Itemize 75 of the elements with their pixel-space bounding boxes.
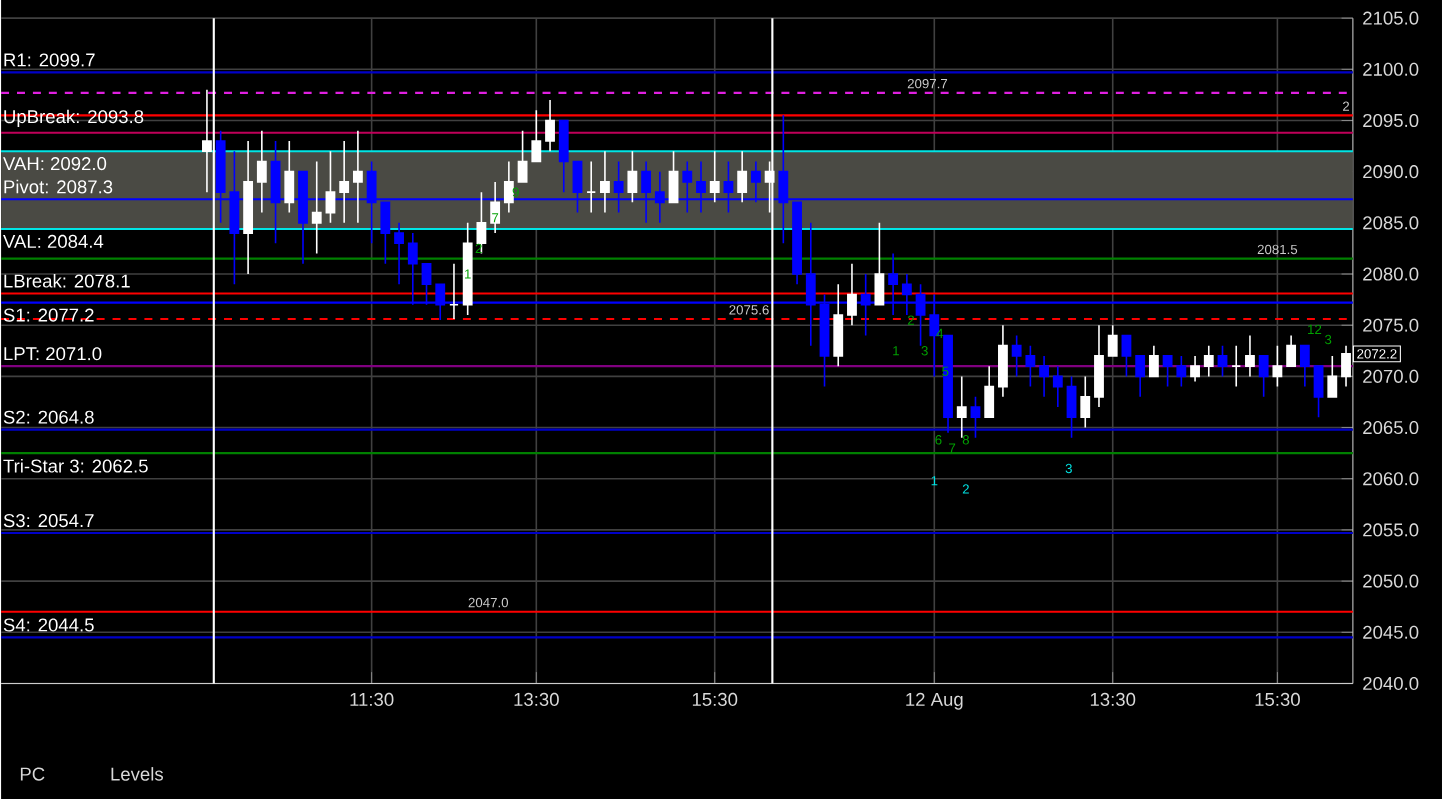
y-tick-label: 2080.0 (1363, 267, 1419, 282)
candlestick (600, 150, 610, 214)
candlestick (1231, 345, 1242, 388)
candlestick (943, 335, 953, 434)
y-tick-label: 2070.0 (1363, 370, 1419, 384)
ref-line-label: S4: 2044.5 (3, 618, 94, 633)
candlestick (1148, 345, 1159, 378)
candlestick (311, 161, 322, 255)
ref-line-label: VAL: 2084.4 (3, 235, 104, 249)
y-tick-label: 2085.0 (1363, 216, 1419, 230)
ref-line-label: LBreak: 2078.1 (4, 274, 130, 289)
ref-line-label: Pivot: 2087.3 (4, 180, 113, 194)
y-tick-label: 2060.0 (1363, 472, 1419, 486)
y-tick-label: 2045.0 (1363, 626, 1419, 640)
y-tick-label: 2105.0 (1363, 12, 1419, 26)
x-tick-label: 12 Aug (906, 693, 963, 711)
candlestick (1299, 345, 1310, 388)
candlestick (709, 150, 720, 204)
y-tick-label: 2055.0 (1363, 523, 1419, 537)
y-tick-label: 2040.0 (1363, 677, 1419, 691)
candlestick (558, 120, 569, 194)
candlestick (545, 99, 555, 153)
x-tick-label: 11:30 (350, 693, 394, 707)
candlestick (998, 324, 1008, 399)
y-tick-label: 2100.0 (1363, 63, 1419, 77)
candlestick (339, 140, 350, 225)
text: Levels (111, 767, 164, 782)
ref-line-label: S3: 2054.7 (3, 514, 94, 528)
candlestick (833, 283, 844, 368)
candlestick (1039, 355, 1050, 399)
candlestick (847, 263, 857, 327)
candlestick (970, 396, 981, 440)
candlestick (1217, 345, 1228, 378)
candlestick (1245, 335, 1255, 378)
candlestick (1258, 355, 1269, 399)
ref-line-label: S2: 2064.8 (3, 411, 94, 425)
candlestick (627, 150, 638, 204)
candlestick (1107, 324, 1118, 358)
candlestick (586, 161, 597, 214)
ref-line-label: R1: 2099.7 (4, 53, 95, 68)
y-tick-label: 2095.0 (1363, 114, 1419, 128)
ref-line-label: VAH: 2092.0 (3, 157, 107, 171)
text: PC (20, 768, 45, 782)
candlestick (449, 263, 459, 321)
candlestick (256, 130, 267, 214)
candlestick (490, 181, 501, 235)
candlestick (1080, 376, 1091, 429)
candlestick (503, 161, 514, 214)
candlestick (1094, 324, 1104, 409)
candlestick (1190, 355, 1200, 383)
y-tick-label: 2065.0 (1363, 421, 1419, 435)
y-tick-label: 2075.0 (1363, 319, 1419, 333)
ref-line-label: LPT: 2071.0 (4, 347, 102, 361)
ref-line-label: Tri-Star 3: 2062.5 (3, 459, 148, 474)
ref-line-label: S1: 2077.2 (3, 309, 94, 323)
x-tick-label: 13:30 (514, 693, 559, 707)
y-tick-label: 2050.0 (1363, 575, 1419, 589)
candlestick (1135, 355, 1146, 399)
candlestick (394, 222, 404, 286)
y-tick-label: 2090.0 (1363, 165, 1419, 179)
x-tick-label: 15:30 (1255, 693, 1300, 707)
candlestick (325, 150, 336, 225)
x-tick-label: 13:30 (1090, 693, 1136, 707)
candlestick (737, 150, 748, 204)
candlestick (1327, 355, 1338, 399)
candlestick (1052, 365, 1063, 409)
candlestick (1286, 335, 1297, 368)
candlestick (1203, 345, 1214, 378)
candlestick (874, 222, 885, 307)
candlestick (1272, 345, 1283, 388)
candlestick (984, 365, 995, 419)
candlestick (352, 130, 363, 225)
x-tick-label: 15:30 (692, 693, 738, 707)
candlestick (243, 140, 254, 276)
candlestick (284, 140, 295, 214)
